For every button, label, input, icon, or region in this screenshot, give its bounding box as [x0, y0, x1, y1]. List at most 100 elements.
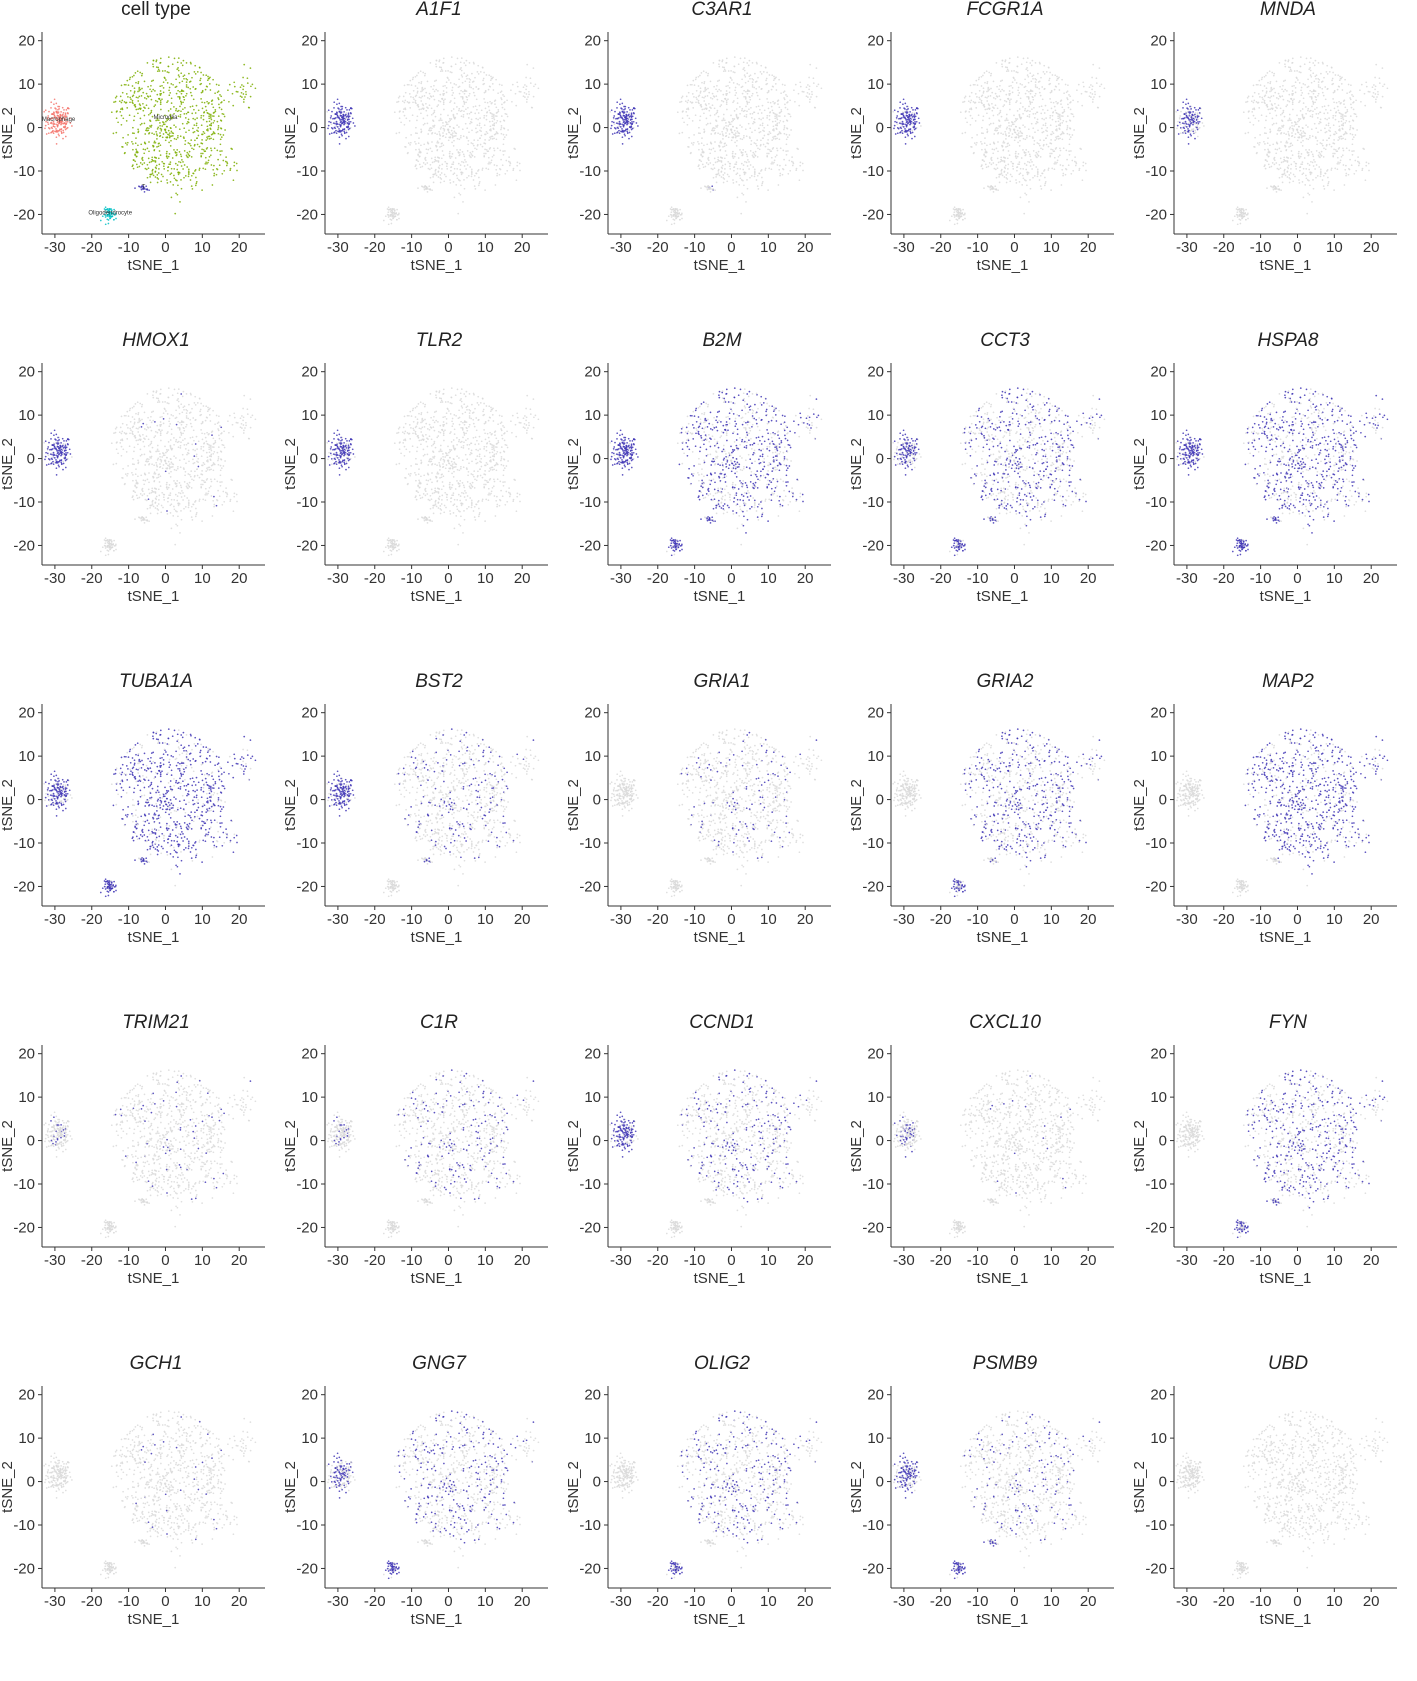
cell-point	[791, 156, 793, 158]
cell-point	[916, 107, 918, 109]
cell-point	[440, 117, 442, 119]
cell-point	[1005, 174, 1007, 176]
cell-point	[629, 132, 631, 134]
cell-point	[463, 116, 465, 118]
cell-point	[686, 96, 688, 98]
cell-point	[746, 72, 748, 74]
cell-point	[479, 105, 481, 107]
cell-point	[181, 165, 183, 167]
cell-point	[949, 220, 951, 222]
cell-point	[100, 220, 102, 222]
cell-point	[1325, 148, 1327, 150]
cell-point	[768, 108, 770, 110]
cell-point	[1317, 117, 1319, 119]
cell-point	[995, 104, 997, 106]
cell-point	[135, 142, 137, 144]
cell-point	[502, 164, 504, 166]
cell-point	[732, 132, 734, 134]
cell-point	[209, 83, 211, 85]
cell-point	[168, 166, 170, 168]
cell-point	[446, 92, 448, 94]
cell-point	[1040, 156, 1042, 158]
y-tick-label: 10	[18, 76, 35, 93]
cell-point	[458, 110, 460, 112]
cell-point	[679, 133, 681, 135]
cell-point	[920, 125, 922, 127]
cell-point	[213, 173, 215, 175]
cell-point	[446, 133, 448, 135]
cell-point	[173, 124, 175, 126]
cell-point	[705, 103, 707, 105]
cell-point	[778, 184, 780, 186]
cell-point	[914, 119, 916, 121]
cell-point	[219, 107, 221, 109]
cell-point	[1289, 67, 1291, 69]
cell-point	[729, 168, 731, 170]
cell-point	[457, 58, 459, 60]
cell-point	[431, 189, 433, 191]
cell-point	[404, 100, 406, 102]
cell-point	[726, 130, 728, 132]
cell-point	[746, 110, 748, 112]
cell-point	[160, 94, 162, 96]
cell-point	[205, 157, 207, 159]
cell-point	[742, 180, 744, 182]
cell-point	[993, 81, 995, 83]
y-tick-label: -20	[13, 206, 35, 223]
cell-point	[450, 170, 452, 172]
y-axis-title: tSNE_2	[848, 107, 865, 159]
cell-point	[463, 114, 465, 116]
cell-point	[750, 150, 752, 152]
cell-point	[743, 184, 745, 186]
cell-point	[468, 117, 470, 119]
cell-point	[762, 181, 764, 183]
cell-point	[718, 80, 720, 82]
cell-point	[1008, 132, 1010, 134]
cell-point	[197, 71, 199, 73]
cell-point	[149, 125, 151, 127]
cell-point	[769, 74, 771, 76]
cell-point	[1314, 168, 1316, 170]
cell-point	[1021, 135, 1023, 137]
cell-point	[207, 162, 209, 164]
cell-point	[904, 128, 906, 130]
cell-point	[204, 132, 206, 134]
cell-point	[1252, 96, 1254, 98]
cell-point	[1001, 63, 1003, 65]
cell-point	[774, 78, 776, 80]
cell-point	[155, 161, 157, 163]
cell-point	[210, 154, 212, 156]
cell-point	[1035, 62, 1037, 64]
cell-point	[1264, 85, 1266, 87]
cell-point	[1321, 155, 1323, 157]
cell-point	[481, 135, 483, 137]
cell-point	[1019, 145, 1021, 147]
cell-point	[1024, 126, 1026, 128]
cell-point	[189, 151, 191, 153]
cell-point	[1288, 165, 1290, 167]
cell-point	[331, 123, 333, 125]
cell-point	[734, 56, 736, 58]
cell-point	[1017, 134, 1019, 136]
cell-point	[996, 164, 998, 166]
cell-point	[181, 93, 183, 95]
cell-point	[489, 163, 491, 165]
cell-point	[528, 94, 530, 96]
cell-point	[469, 84, 471, 86]
cell-point	[1012, 122, 1014, 124]
cell-point	[1015, 156, 1017, 158]
cell-point	[1048, 146, 1050, 148]
cell-point	[914, 136, 916, 138]
cell-point	[420, 83, 422, 85]
cell-point	[1039, 62, 1041, 64]
cell-point	[348, 113, 350, 115]
cell-point	[721, 161, 723, 163]
cell-point	[724, 172, 726, 174]
cell-point	[420, 144, 422, 146]
cell-point	[178, 110, 180, 112]
cell-point	[1326, 144, 1328, 146]
cell-point	[157, 178, 159, 180]
cell-point	[710, 107, 712, 109]
cell-point	[219, 164, 221, 166]
cell-point	[1059, 154, 1061, 156]
